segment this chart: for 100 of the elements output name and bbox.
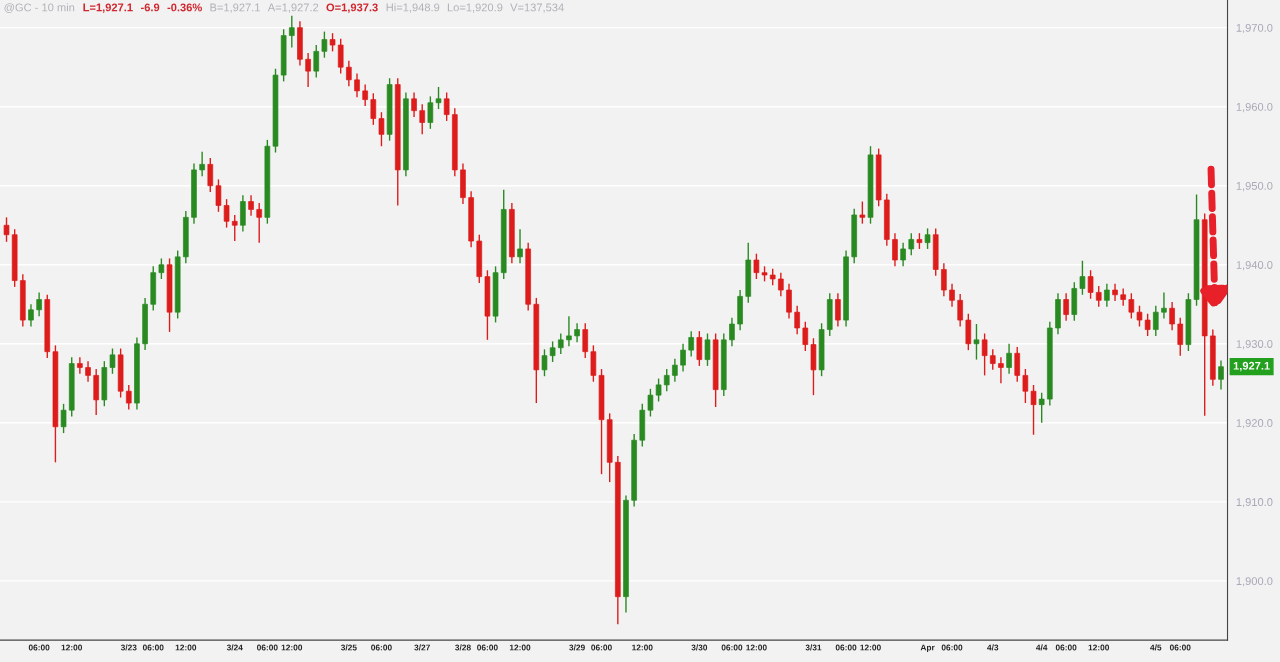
x-tick-label: 06:00 bbox=[371, 644, 392, 651]
candlestick bbox=[370, 92, 377, 126]
candlestick bbox=[362, 83, 368, 107]
x-tick-label: 12:00 bbox=[746, 644, 767, 651]
candlestick bbox=[941, 262, 947, 298]
annotation: A=1,927.2 bbox=[267, 3, 319, 13]
candlestick bbox=[1177, 317, 1184, 357]
candlestick bbox=[989, 348, 996, 371]
candlestick bbox=[1218, 359, 1224, 391]
candlestick bbox=[1006, 343, 1012, 375]
x-tick-label: 3/27 bbox=[414, 644, 430, 651]
candlestick bbox=[729, 317, 735, 347]
candlestick bbox=[77, 356, 83, 375]
candlestick bbox=[427, 95, 434, 130]
y-tick-label: 1,920.0 bbox=[1236, 419, 1273, 429]
candlestick bbox=[753, 252, 760, 280]
candlestick bbox=[435, 86, 442, 110]
annotation: -6.9 bbox=[140, 3, 160, 12]
candlestick bbox=[549, 340, 556, 363]
candlestick bbox=[158, 257, 165, 280]
y-tick-label: 1,960.0 bbox=[1236, 102, 1273, 113]
x-tick-label: 3/30 bbox=[691, 644, 708, 651]
x-tick-label: 3/24 bbox=[226, 644, 243, 651]
candlestick bbox=[419, 103, 426, 136]
candlestick bbox=[1128, 292, 1135, 320]
candlestick bbox=[688, 330, 694, 358]
candlestick bbox=[305, 52, 311, 88]
y-tick-label: 1,910.0 bbox=[1236, 498, 1273, 508]
x-tick-label: 4/5 bbox=[1150, 644, 1162, 651]
candlestick bbox=[794, 305, 800, 335]
y-tick-label: 1,950.0 bbox=[1236, 181, 1273, 192]
candlestick bbox=[85, 360, 91, 383]
candlestick bbox=[802, 320, 809, 352]
candlestick bbox=[3, 216, 10, 243]
candlestick bbox=[36, 291, 42, 317]
candlestick bbox=[957, 293, 963, 328]
candlestick bbox=[835, 292, 841, 328]
candlestick bbox=[1120, 287, 1126, 307]
candlestick bbox=[900, 241, 906, 268]
x-tick-label: 06:00 bbox=[941, 644, 963, 651]
x-tick-label: 12:00 bbox=[632, 644, 653, 651]
candlestick bbox=[663, 368, 670, 392]
x-tick-label: 06:00 bbox=[1055, 644, 1077, 651]
candlestick bbox=[329, 32, 336, 53]
candlestick bbox=[672, 358, 678, 383]
annotation: Hi=1,948.9 bbox=[386, 3, 440, 13]
y-tick-label: 1,970.0 bbox=[1236, 23, 1273, 34]
y-tick-label: 1,940.0 bbox=[1236, 261, 1273, 271]
candlestick bbox=[28, 303, 34, 328]
chart-title: @GC - 10 min bbox=[4, 3, 75, 13]
annotation: V=137,534 bbox=[510, 3, 564, 13]
candlestick bbox=[125, 384, 132, 411]
candlestick bbox=[1144, 313, 1151, 337]
candlestick bbox=[981, 332, 988, 377]
candlestick bbox=[949, 283, 955, 308]
x-tick-label: 4/4 bbox=[1036, 644, 1048, 651]
candlestick bbox=[1104, 283, 1110, 308]
annotation: B=1,927.1 bbox=[210, 3, 260, 13]
candlestick bbox=[973, 323, 980, 361]
annotation: -0.36% bbox=[167, 3, 202, 12]
candlestick bbox=[1087, 269, 1094, 300]
candlestick bbox=[574, 322, 580, 343]
candlestick bbox=[778, 271, 784, 298]
x-tick-label: 06:00 bbox=[1169, 644, 1191, 651]
annotation: Lo=1,920.9 bbox=[447, 3, 503, 13]
candlestick bbox=[337, 38, 344, 75]
x-tick-label: 06:00 bbox=[721, 644, 743, 651]
candlestick bbox=[582, 322, 589, 359]
annotation: O=1,937.3 bbox=[326, 3, 378, 13]
x-tick-label: 3/28 bbox=[455, 644, 471, 651]
candlestick bbox=[517, 228, 523, 264]
candlestick bbox=[199, 151, 205, 177]
candlestick bbox=[998, 356, 1004, 384]
candlestick bbox=[557, 332, 564, 355]
candlestick bbox=[859, 200, 866, 225]
x-tick-label: 3/31 bbox=[805, 644, 822, 651]
candlestick bbox=[1063, 292, 1069, 322]
candlestick bbox=[207, 157, 214, 193]
candlestick bbox=[60, 403, 67, 434]
candlestick bbox=[1030, 384, 1037, 436]
candlestick bbox=[1095, 285, 1102, 308]
candlestick bbox=[786, 283, 792, 320]
candlestick bbox=[566, 315, 572, 347]
candlestick bbox=[1022, 368, 1029, 404]
x-tick-label: 3/29 bbox=[569, 644, 585, 651]
candlestick bbox=[321, 30, 328, 59]
candlestick bbox=[704, 332, 711, 367]
candlestick bbox=[1038, 392, 1045, 424]
candlestick bbox=[443, 91, 450, 122]
candlestick bbox=[411, 91, 417, 118]
candlestick bbox=[109, 347, 116, 375]
x-tick-label: 12:00 bbox=[175, 644, 197, 651]
candlestick bbox=[1014, 346, 1021, 383]
x-tick-label: 4/3 bbox=[987, 644, 999, 651]
candlestick bbox=[240, 194, 246, 233]
candlestick bbox=[541, 348, 548, 377]
x-tick-label: 06:00 bbox=[835, 644, 857, 651]
candlestick bbox=[231, 214, 238, 242]
x-tick-label: 12:00 bbox=[509, 644, 531, 651]
x-tick-label: 3/25 bbox=[340, 644, 357, 651]
